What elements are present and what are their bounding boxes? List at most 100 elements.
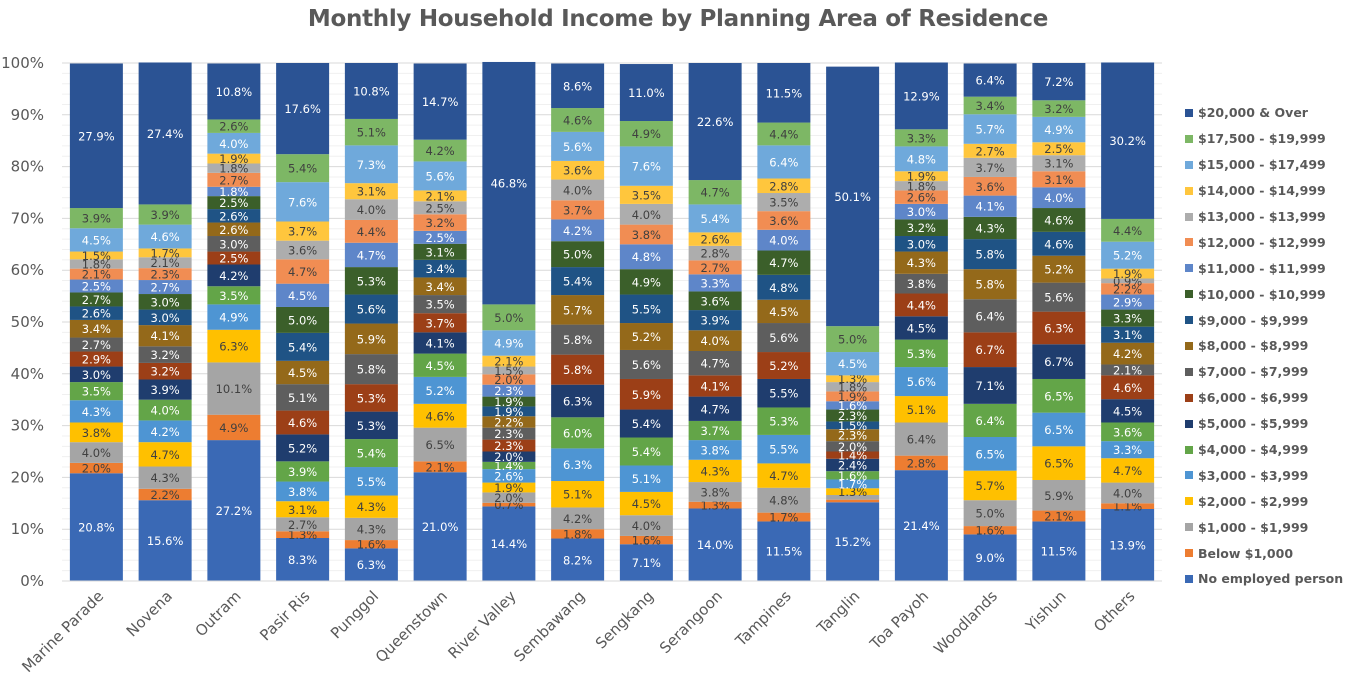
x-tick-label: Queenstown xyxy=(372,587,451,666)
bar-segment xyxy=(963,176,1017,196)
data-label: 2.8% xyxy=(701,247,730,261)
bar-segment xyxy=(207,172,261,187)
data-label: 4.5% xyxy=(426,359,455,373)
bar-segment xyxy=(413,201,467,215)
bar-segment xyxy=(344,63,398,119)
data-label: 3.1% xyxy=(288,503,317,517)
data-label: 5.8% xyxy=(976,278,1005,292)
bar-segment xyxy=(344,384,398,412)
x-tick-label: River Valley xyxy=(444,587,519,662)
bar-segment xyxy=(894,62,948,130)
data-label: 4.0% xyxy=(563,183,592,197)
legend-label: $20,000 & Over xyxy=(1198,105,1308,121)
data-label: 3.7% xyxy=(976,161,1005,175)
data-label: 5.3% xyxy=(357,419,386,433)
data-label: 3.4% xyxy=(426,262,455,276)
x-tick-label: Serangoon xyxy=(656,587,726,657)
data-label: 1.8% xyxy=(82,257,111,271)
data-label: 4.7% xyxy=(357,248,386,262)
legend-item: $7,000 - $7,999 xyxy=(1185,359,1343,385)
data-label: 1.3% xyxy=(288,528,317,542)
data-label: 2.1% xyxy=(426,460,455,474)
bar-segment xyxy=(207,440,261,581)
data-label: 10.8% xyxy=(216,85,253,99)
data-label: 3.3% xyxy=(907,131,936,145)
data-label: 4.7% xyxy=(701,186,730,200)
bar-segment xyxy=(826,429,880,442)
y-tick-label: 50% xyxy=(11,313,44,331)
data-label: 8.3% xyxy=(288,553,317,567)
bar-segment xyxy=(207,329,261,363)
data-label: 4.0% xyxy=(151,404,180,418)
bar-segment xyxy=(894,422,948,456)
data-label: 5.9% xyxy=(632,388,661,402)
data-label: 4.0% xyxy=(632,519,661,533)
bar-segment xyxy=(138,325,192,347)
bar-segment xyxy=(757,512,811,522)
bar-segment xyxy=(482,439,536,452)
data-label: 5.2% xyxy=(632,330,661,344)
data-label: 5.4% xyxy=(632,417,661,431)
bar-segment xyxy=(207,63,261,120)
legend-item: $17,500 - $19,999 xyxy=(1185,126,1343,152)
data-label: 6.0% xyxy=(563,426,592,440)
bar-segment xyxy=(207,153,261,164)
bar-segment xyxy=(1101,364,1155,376)
data-label: 6.4% xyxy=(976,74,1005,88)
bar-segment xyxy=(276,538,330,581)
data-label: 20.8% xyxy=(78,521,115,535)
bar-segment xyxy=(619,244,673,270)
bar-segment xyxy=(688,459,742,483)
bar-segment xyxy=(551,529,605,539)
bar-stack: 15.2%1.3%1.7%1.6%2.4%1.4%2.0%2.3%1.5%2.3… xyxy=(826,66,880,581)
bar-segment xyxy=(551,63,605,109)
data-label: 4.0% xyxy=(632,208,661,222)
bar-segment xyxy=(963,500,1017,527)
legend-label: $13,000 - $13,999 xyxy=(1198,209,1326,224)
bar-segment xyxy=(413,472,467,581)
bar-stack: 27.2%4.9%10.1%6.3%4.9%3.5%4.2%2.5%3.0%2.… xyxy=(207,63,261,581)
data-label: 3.1% xyxy=(1044,157,1073,171)
data-label: 5.2% xyxy=(288,441,317,455)
data-label: 3.8% xyxy=(288,485,317,499)
data-label: 4.7% xyxy=(701,402,730,416)
data-label: 7.6% xyxy=(288,195,317,209)
data-label: 6.4% xyxy=(976,309,1005,323)
bar-segment xyxy=(826,326,880,353)
data-label: 5.6% xyxy=(632,358,661,372)
bar-segment xyxy=(963,216,1017,240)
data-label: 2.7% xyxy=(288,518,317,532)
data-label: 17.6% xyxy=(284,102,321,116)
data-label: 3.0% xyxy=(151,295,180,309)
bar-segment xyxy=(207,414,261,441)
data-label: 5.4% xyxy=(563,275,592,289)
x-tick-label: Yishun xyxy=(1022,587,1070,635)
y-tick-label: 30% xyxy=(11,417,44,435)
bar-segment xyxy=(757,229,811,251)
data-label: 3.2% xyxy=(151,365,180,379)
bar-segment xyxy=(551,200,605,220)
data-label: 1.9% xyxy=(494,405,523,419)
bar-segment xyxy=(826,471,880,480)
legend-label: $7,000 - $7,999 xyxy=(1198,364,1309,380)
bar-segment xyxy=(688,180,742,205)
legend-swatch xyxy=(1185,238,1193,247)
bar-segment xyxy=(276,501,330,518)
bar-segment xyxy=(69,63,123,209)
bar-segment xyxy=(207,119,261,133)
data-label: 4.7% xyxy=(701,357,730,371)
data-label: 3.2% xyxy=(151,348,180,362)
data-label: 5.4% xyxy=(288,162,317,176)
bar-segment xyxy=(276,306,330,333)
data-label: 5.6% xyxy=(357,303,386,317)
bar-segment xyxy=(276,461,330,482)
legend-label: $14,000 - $14,999 xyxy=(1198,183,1326,199)
bar-segment xyxy=(344,411,398,440)
bar-segment xyxy=(207,186,261,197)
bar-segment xyxy=(413,230,467,244)
data-label: 7.6% xyxy=(632,160,661,174)
data-label: 3.7% xyxy=(563,203,592,217)
data-label: 4.3% xyxy=(907,256,936,270)
bar-segment xyxy=(1032,255,1086,283)
legend-label: $9,000 - $9,999 xyxy=(1198,312,1309,328)
